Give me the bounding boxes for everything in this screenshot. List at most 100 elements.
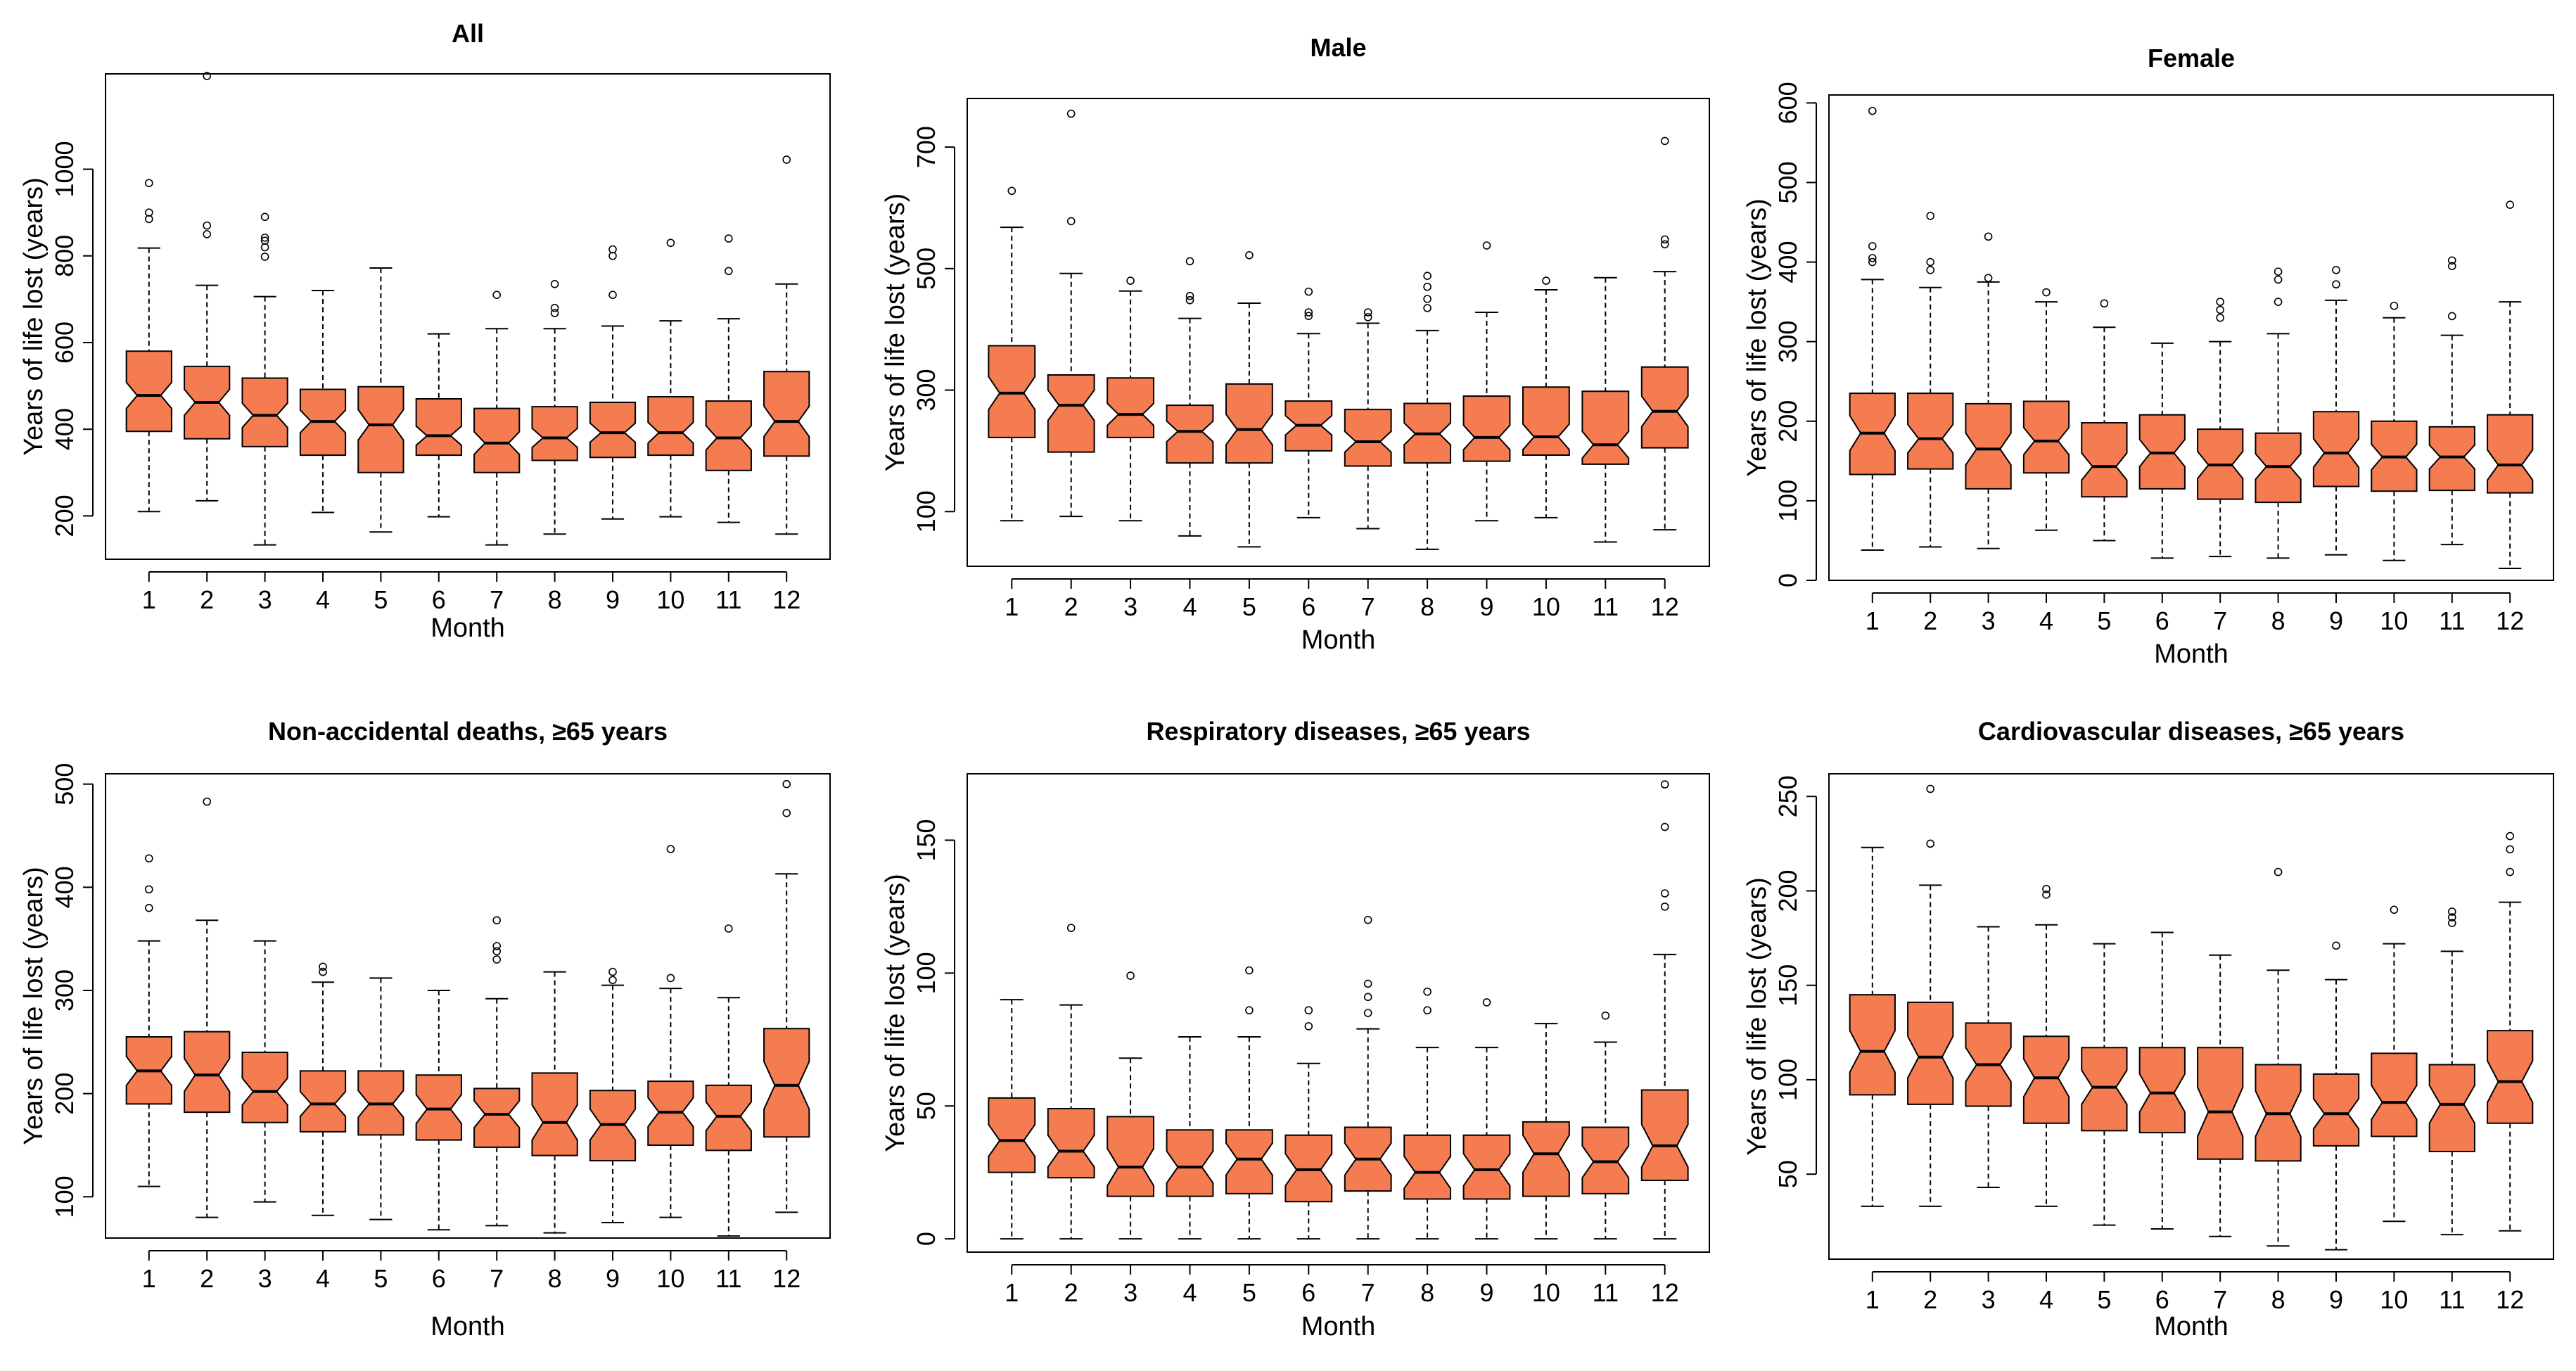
y-tick-label: 1000 xyxy=(50,141,79,197)
box xyxy=(1403,272,1452,550)
outlier-point xyxy=(1363,1009,1372,1017)
box-body xyxy=(1225,1129,1273,1194)
box xyxy=(2255,267,2302,559)
x-tick-label: 2 xyxy=(1064,1278,1078,1307)
plot-frame xyxy=(105,773,831,1239)
box xyxy=(1640,136,1689,531)
outlier-point xyxy=(1423,304,1432,312)
plot-frame xyxy=(967,98,1710,567)
outlier-point xyxy=(1066,217,1076,226)
box-body xyxy=(1849,994,1896,1096)
y-tick-label: 100 xyxy=(1773,480,1802,522)
y-axis-label: Years of life lost (years) xyxy=(881,193,910,472)
box-body xyxy=(125,350,172,433)
outlier-point xyxy=(1126,971,1135,980)
x-tick-label: 7 xyxy=(490,1264,504,1293)
box-body xyxy=(705,1084,752,1152)
box-body xyxy=(2197,1047,2244,1160)
box xyxy=(705,924,752,1237)
x-tick-label: 12 xyxy=(1651,1278,1679,1307)
x-tick-label: 2 xyxy=(200,585,214,614)
outlier-point xyxy=(1482,998,1491,1007)
box xyxy=(125,179,172,513)
box-body xyxy=(2022,400,2070,474)
y-tick-label: 200 xyxy=(50,1073,79,1115)
outlier-point xyxy=(145,208,153,217)
x-tick-label: 3 xyxy=(1982,606,1996,635)
y-axis-label: Years of life lost (years) xyxy=(19,867,49,1145)
x-tick-label: 4 xyxy=(316,585,330,614)
x-tick-label: 8 xyxy=(1420,1278,1434,1307)
y-tick-label: 400 xyxy=(50,408,79,450)
chart-title: Female xyxy=(2148,44,2235,72)
outlier-point xyxy=(1245,1006,1254,1015)
x-tick-label: 10 xyxy=(656,1264,684,1293)
box xyxy=(125,854,172,1187)
x-tick-label: 11 xyxy=(2439,1285,2465,1314)
outlier-point xyxy=(1304,1006,1313,1015)
outlier-point xyxy=(1660,780,1669,789)
box-body xyxy=(1344,409,1392,467)
outlier-point xyxy=(2448,919,2456,927)
y-axis-label: Years of life lost (years) xyxy=(1742,877,1772,1156)
box-body xyxy=(1107,377,1155,438)
outlier-point xyxy=(608,976,617,985)
box xyxy=(1522,276,1570,518)
outlier-point xyxy=(203,797,212,806)
outlier-point xyxy=(2274,298,2283,306)
outlier-point xyxy=(2390,301,2399,310)
x-axis-label: Month xyxy=(431,1312,505,1341)
outlier-point xyxy=(492,916,502,925)
outlier-point xyxy=(492,947,502,956)
box xyxy=(1640,780,1689,1240)
chart-title: Non-accidental deaths, ≥65 years xyxy=(268,717,668,746)
x-tick-label: 4 xyxy=(1182,592,1197,621)
box xyxy=(357,267,404,533)
box xyxy=(1907,784,1954,1207)
y-tick-label: 700 xyxy=(912,126,941,168)
outlier-point xyxy=(2448,913,2456,922)
x-tick-label: 1 xyxy=(142,585,156,614)
outlier-point xyxy=(2042,884,2051,893)
outlier-point xyxy=(725,234,733,243)
x-tick-label: 4 xyxy=(316,1264,330,1293)
outlier-point xyxy=(666,845,675,853)
outlier-point xyxy=(1304,1022,1313,1031)
box-body xyxy=(1581,390,1630,465)
x-tick-label: 1 xyxy=(1005,592,1019,621)
x-tick-label: 7 xyxy=(1361,592,1375,621)
box xyxy=(1581,276,1630,543)
outlier-point xyxy=(2042,288,2051,297)
box-body xyxy=(2312,411,2360,487)
x-axis-label: Month xyxy=(1301,625,1376,655)
chart-title: Cardiovascular diseases, ≥65 years xyxy=(1978,717,2404,746)
y-tick-label: 150 xyxy=(912,819,941,861)
box xyxy=(2487,200,2534,570)
outlier-point xyxy=(2216,305,2224,314)
box xyxy=(1965,232,2012,549)
box xyxy=(2428,907,2475,1236)
chart-panel: Cardiovascular diseases, ≥65 years 50 100 1… xyxy=(1742,717,2554,1341)
outlier-point xyxy=(1660,240,1669,249)
outlier-point xyxy=(145,854,153,863)
box xyxy=(2022,884,2070,1207)
y-axis-label: Years of life lost (years) xyxy=(881,874,910,1152)
outlier-point xyxy=(725,267,733,276)
chart-panel: Respiratory diseases, ≥65 years 0 50 100 150… xyxy=(881,717,1710,1341)
outlier-point xyxy=(1926,266,1934,274)
box-body xyxy=(357,385,404,473)
outlier-point xyxy=(782,155,791,164)
outlier-point xyxy=(550,279,559,288)
box-body xyxy=(589,401,637,459)
outlier-point xyxy=(492,942,502,950)
y-tick-label: 100 xyxy=(912,490,941,533)
outlier-point xyxy=(1601,1011,1610,1020)
x-axis-label: Month xyxy=(2154,639,2229,669)
y-tick-label: 50 xyxy=(912,1092,941,1120)
outlier-point xyxy=(1660,235,1669,244)
outlier-point xyxy=(260,236,269,245)
x-tick-label: 10 xyxy=(1532,592,1560,621)
x-tick-label: 5 xyxy=(1242,1278,1256,1307)
outlier-point xyxy=(1363,993,1372,1002)
box-body xyxy=(763,1028,810,1138)
